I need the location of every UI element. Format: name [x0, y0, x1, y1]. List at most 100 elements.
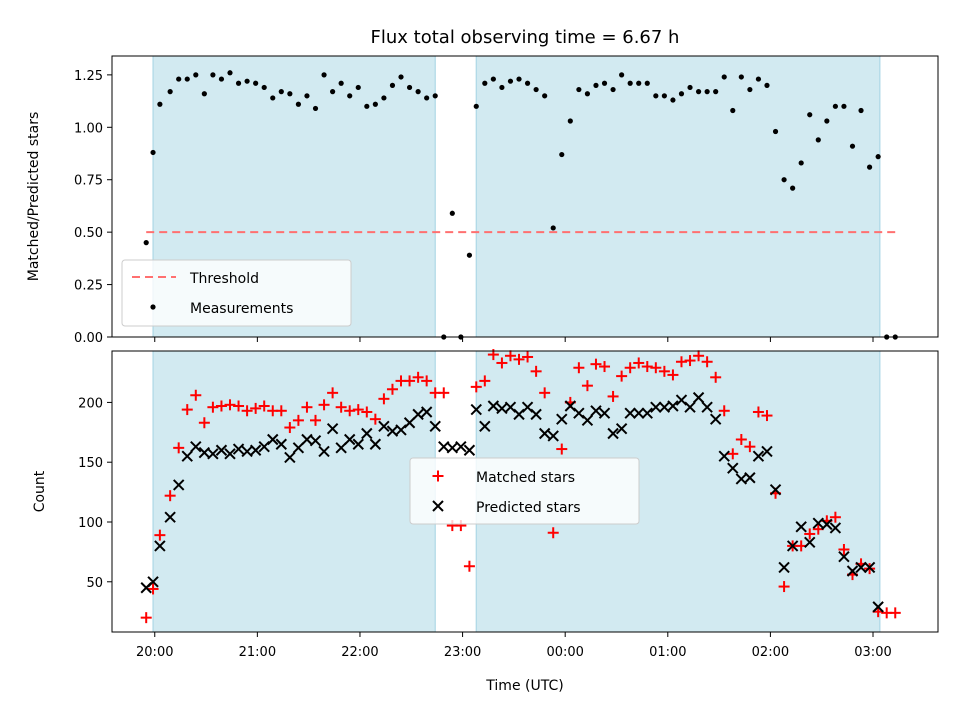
measurement-point — [704, 89, 710, 95]
predicted-star-point — [463, 444, 476, 456]
x-tick-label: 00:00 — [546, 645, 583, 660]
measurement-point — [201, 91, 207, 97]
measurement-point — [227, 70, 233, 76]
measurement-point — [157, 101, 163, 107]
y-tick-label: 0.00 — [74, 331, 103, 346]
chart-title: Flux total observing time = 6.67 h — [371, 27, 680, 48]
measurement-point — [815, 137, 821, 143]
predicted-star-point — [855, 561, 867, 574]
predicted-star-point — [181, 450, 193, 462]
predicted-star-point — [164, 511, 176, 523]
measurement-point — [798, 160, 804, 166]
predicted-star-point — [752, 450, 765, 462]
predicted-star-point — [641, 407, 653, 419]
top-legend: Threshold Measurements — [121, 259, 352, 327]
predicted-star-point — [386, 425, 399, 437]
predicted-star-point — [154, 540, 166, 552]
legend-matched-label: Matched stars — [476, 470, 575, 486]
top-x-ticks — [154, 337, 874, 342]
predicted-star-point — [420, 406, 433, 418]
measurement-point — [449, 210, 455, 216]
measurement-point — [661, 93, 667, 99]
measurement-point — [143, 240, 149, 246]
predicted-star-point — [344, 433, 356, 446]
predicted-star-point — [479, 420, 491, 433]
x-axis-label: Time (UTC) — [485, 678, 563, 694]
y-tick-label: 100 — [78, 516, 103, 531]
top-y-ticks: 0.00 0.25 0.50 0.75 1.00 1.25 — [74, 69, 112, 346]
measurement-point — [381, 95, 387, 101]
bottom-y-ticks: 50 100 150 200 — [78, 396, 112, 591]
y-tick-label: 0.75 — [74, 174, 103, 189]
y-tick-label: 1.00 — [74, 121, 103, 136]
top-legend-box — [121, 259, 352, 327]
measurement-point — [364, 103, 370, 109]
top-y-axis-label: Matched/Predicted stars — [26, 112, 42, 282]
measurement-point — [295, 101, 302, 107]
measurement-point — [524, 80, 531, 86]
measurement-point — [781, 177, 787, 183]
measurement-point — [550, 225, 556, 231]
measurement-point — [601, 80, 608, 86]
legend-predicted-label: Predicted stars — [476, 500, 581, 516]
measurement-point — [398, 74, 404, 80]
predicted-star-point — [172, 479, 185, 491]
predicted-star-point — [378, 420, 390, 433]
x-tick-label: 20:00 — [136, 645, 173, 660]
predicted-star-point — [446, 442, 459, 454]
predicted-star-point — [872, 601, 884, 613]
predicted-star-point — [761, 445, 773, 458]
measurement-point — [713, 89, 719, 95]
predicted-star-point — [530, 408, 542, 421]
measurement-point — [330, 89, 336, 95]
predicted-star-point — [496, 402, 508, 415]
measurement-point — [507, 78, 514, 84]
measurement-point — [533, 86, 539, 93]
measurement-point — [150, 149, 156, 156]
measurement-point — [772, 128, 779, 135]
predicted-star-point — [521, 401, 534, 413]
predicted-star-point — [598, 407, 611, 419]
predicted-star-point — [633, 407, 645, 419]
predicted-star-point — [692, 391, 705, 404]
predicted-star-point — [292, 442, 305, 454]
predicted-star-point — [684, 401, 696, 413]
measurement-point — [584, 91, 591, 97]
legend-matched-swatch — [432, 470, 444, 482]
y-tick-label: 200 — [78, 396, 103, 411]
measurement-point — [184, 76, 190, 82]
predicted-star-point — [335, 442, 347, 454]
measurement-point — [849, 143, 856, 149]
predicted-star-point — [744, 472, 756, 484]
measurement-point — [244, 78, 250, 84]
predicted-star-point — [709, 413, 722, 425]
measurement-point — [499, 84, 505, 91]
measurement-point — [516, 76, 522, 82]
top-shaded-intervals — [152, 56, 881, 337]
predicted-star-point — [607, 427, 619, 440]
measurement-point — [832, 103, 838, 109]
predicted-star-point — [538, 427, 551, 440]
measurement-point — [304, 93, 310, 99]
measurement-point — [576, 86, 582, 93]
bottom-panel: 50 100 150 200 20:00 21:00 22:00 23:00 00:00 01:… — [32, 349, 939, 694]
measurement-point — [210, 72, 216, 78]
measurement-point — [389, 82, 396, 88]
predicted-star-point — [309, 434, 322, 447]
predicted-star-point — [650, 401, 662, 413]
measurement-point — [490, 76, 496, 82]
measurement-point — [755, 76, 762, 82]
measurement-point — [858, 107, 864, 114]
matched-stars-points — [140, 349, 901, 624]
measurement-point — [866, 164, 873, 170]
bottom-axes-frame — [111, 350, 939, 633]
predicted-star-point — [727, 462, 739, 474]
predicted-star-point — [326, 423, 339, 435]
measurement-point — [824, 118, 830, 124]
x-tick-label: 02:00 — [752, 645, 789, 660]
predicted-star-point — [412, 408, 424, 421]
measurement-point — [261, 84, 267, 91]
predicted-star-point — [207, 448, 219, 460]
x-tick-label: 23:00 — [444, 645, 481, 660]
